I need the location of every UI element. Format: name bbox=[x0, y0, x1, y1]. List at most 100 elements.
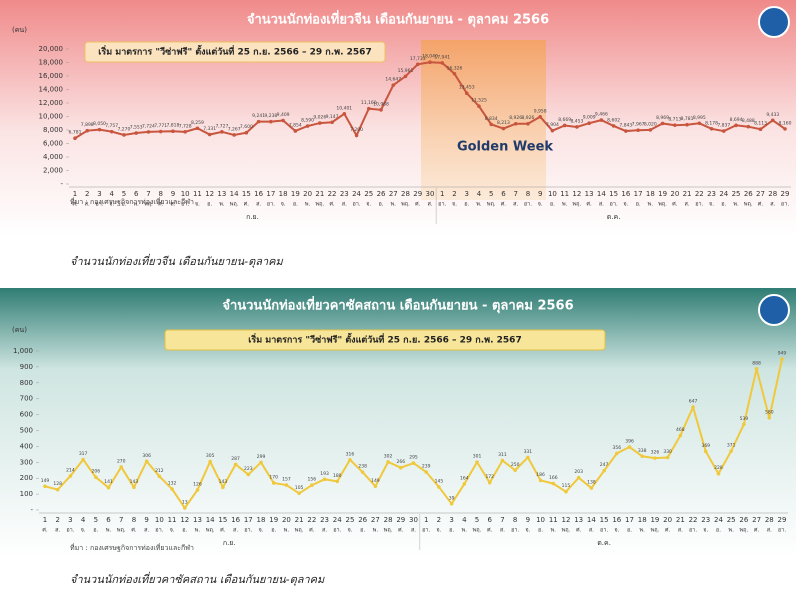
weekday-label: ส. bbox=[678, 527, 683, 534]
data-label: 330 bbox=[663, 449, 672, 455]
x-tick-label: 17 bbox=[634, 190, 643, 198]
data-label: 126 bbox=[193, 481, 202, 487]
weekday-label: อ. bbox=[449, 528, 454, 534]
y-tick-label: - bbox=[30, 506, 33, 514]
point bbox=[691, 405, 695, 409]
weekday-label: อา. bbox=[781, 202, 789, 208]
weekday-label: อา. bbox=[689, 528, 697, 534]
x-tick-label: 26 bbox=[744, 190, 753, 198]
weekday-label: ศ. bbox=[131, 527, 136, 534]
weekday-label: พฤ. bbox=[658, 202, 667, 208]
point bbox=[538, 478, 543, 483]
x-tick-label: 20 bbox=[663, 516, 672, 524]
point bbox=[526, 455, 530, 460]
point bbox=[489, 122, 494, 127]
data-label: 7,904 bbox=[546, 122, 559, 128]
weekday-label: ศ. bbox=[576, 527, 581, 534]
point bbox=[673, 123, 677, 127]
x-tick-label: 6 bbox=[488, 516, 493, 524]
y-tick-label: 200 bbox=[20, 474, 33, 482]
weekday-label: พ. bbox=[391, 202, 397, 208]
x-tick-label: 11 bbox=[168, 516, 177, 524]
x-tick-label: 19 bbox=[291, 190, 300, 198]
point bbox=[477, 104, 481, 109]
weekday-label: พฤ. bbox=[206, 528, 215, 534]
point bbox=[157, 474, 162, 479]
point bbox=[575, 125, 579, 129]
data-label: 164 bbox=[460, 475, 469, 481]
point bbox=[721, 129, 726, 133]
point bbox=[703, 449, 708, 454]
weekday-label: อา. bbox=[695, 202, 703, 208]
weekday-label: อา. bbox=[778, 528, 786, 534]
weekday-label: อ. bbox=[93, 528, 98, 534]
point bbox=[624, 129, 628, 133]
chart-background bbox=[0, 0, 796, 236]
weekday-label: พ. bbox=[195, 528, 201, 534]
point bbox=[134, 131, 139, 135]
point bbox=[538, 114, 542, 119]
point bbox=[734, 123, 738, 128]
x-tick-label: 3 bbox=[97, 190, 101, 198]
x-tick-label: 15 bbox=[600, 516, 609, 524]
data-label: 193 bbox=[320, 471, 329, 477]
data-label: 7,757 bbox=[105, 123, 118, 129]
point bbox=[318, 121, 322, 125]
data-label: 6,781 bbox=[69, 130, 82, 136]
x-tick-label: 16 bbox=[254, 190, 263, 198]
x-tick-label: 15 bbox=[242, 190, 251, 198]
weekday-label: ศ. bbox=[754, 527, 759, 534]
weekday-label: อา. bbox=[352, 202, 360, 208]
weekday-label: จ. bbox=[109, 202, 114, 208]
point bbox=[246, 472, 251, 477]
data-label: 39 bbox=[449, 495, 455, 501]
point bbox=[742, 422, 746, 427]
weekday-label: ส. bbox=[770, 201, 775, 208]
point bbox=[293, 129, 298, 133]
data-label: 8,713 bbox=[668, 117, 681, 123]
y-tick-label: 12,000 bbox=[39, 99, 64, 107]
weekday-label: อ. bbox=[721, 202, 726, 208]
x-tick-label: 24 bbox=[714, 516, 723, 524]
data-label: 311 bbox=[498, 452, 507, 458]
weekday-label: อ. bbox=[464, 202, 469, 208]
weekday-label: ส. bbox=[500, 527, 505, 534]
point bbox=[513, 468, 517, 473]
point bbox=[195, 126, 200, 131]
data-label: 8,160 bbox=[779, 120, 792, 126]
x-tick-label: 15 bbox=[218, 516, 227, 524]
logo bbox=[758, 6, 790, 38]
weekday-label: ส. bbox=[767, 527, 772, 534]
weekday-label: พฤ. bbox=[295, 528, 304, 534]
x-tick-label: 23 bbox=[701, 516, 710, 524]
weekday-label: พฤ. bbox=[740, 528, 749, 534]
data-label: 539 bbox=[740, 416, 749, 422]
weekday-label: อ. bbox=[293, 202, 298, 208]
data-label: 18,040 bbox=[422, 54, 438, 60]
x-tick-label: 6 bbox=[501, 190, 506, 198]
data-label: 580 bbox=[765, 409, 774, 415]
point bbox=[487, 480, 492, 485]
data-label: 7,967 bbox=[632, 122, 645, 128]
point bbox=[475, 460, 479, 464]
x-tick-label: 22 bbox=[307, 516, 316, 524]
month-label: ต.ค. bbox=[607, 213, 621, 221]
data-label: 10,988 bbox=[373, 101, 389, 107]
weekday-label: ศ. bbox=[158, 201, 163, 208]
x-tick-label: 26 bbox=[739, 516, 748, 524]
y-tick-label: 2,000 bbox=[43, 167, 63, 175]
data-label: 11,525 bbox=[471, 98, 487, 104]
x-tick-label: 2 bbox=[452, 190, 456, 198]
weekday-label: พ. bbox=[134, 202, 140, 208]
x-tick-label: 25 bbox=[346, 516, 355, 524]
weekday-label: พ. bbox=[562, 202, 568, 208]
point bbox=[640, 454, 645, 459]
y-tick-label: 4,000 bbox=[43, 153, 63, 161]
weekday-label: อ. bbox=[207, 202, 212, 208]
data-label: 13 bbox=[182, 499, 188, 505]
x-tick-label: 28 bbox=[765, 516, 774, 524]
x-tick-label: 24 bbox=[352, 190, 361, 198]
x-tick-label: 14 bbox=[587, 516, 596, 524]
data-label: 396 bbox=[625, 439, 634, 445]
weekday-label: พ. bbox=[551, 528, 557, 534]
